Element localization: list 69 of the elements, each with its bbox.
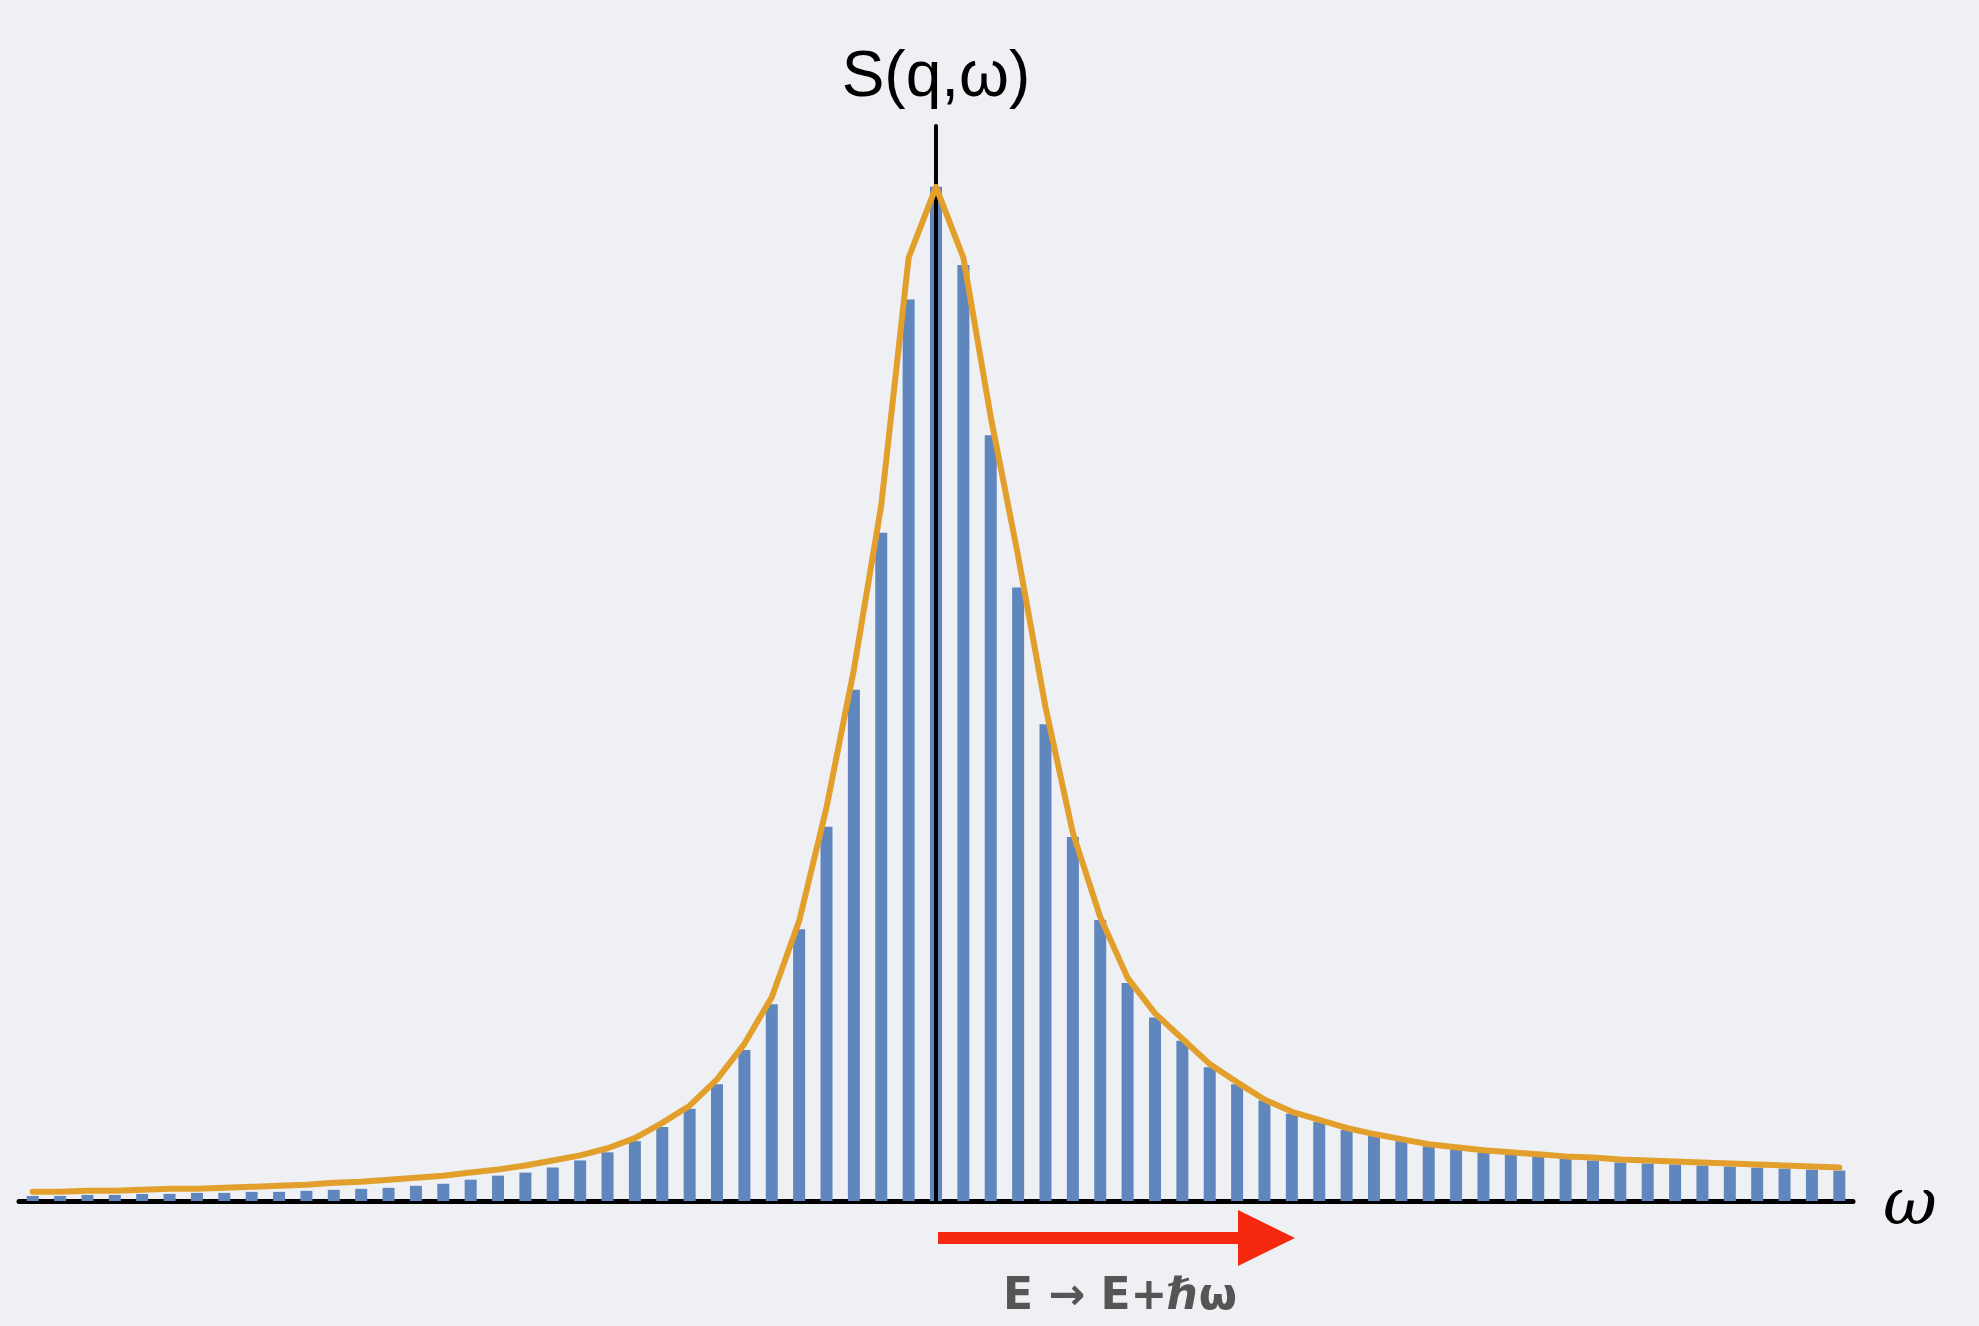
bar [628,1141,641,1201]
bar [793,929,806,1201]
bar [108,1194,121,1201]
bar [245,1191,258,1201]
bar [1340,1130,1353,1201]
bar [902,299,915,1201]
bar [437,1183,450,1201]
bar [190,1192,203,1201]
bar [601,1152,614,1201]
bar [1641,1163,1654,1201]
bar [1066,836,1079,1201]
bar [327,1189,340,1201]
bar [1258,1100,1271,1201]
bar [1805,1169,1818,1201]
bar [1176,1040,1189,1201]
bar [765,1004,778,1201]
bar [656,1126,669,1201]
bar [683,1108,696,1201]
bar [464,1179,477,1201]
text: E → E+ℏω [1001,1268,1239,1319]
bar [1669,1164,1682,1201]
bar [984,435,997,1201]
bar [1586,1160,1599,1201]
bar [875,532,888,1201]
bar [54,1195,67,1201]
bar [136,1193,149,1201]
bar [1778,1168,1791,1201]
bar [1367,1136,1380,1201]
bar [711,1084,724,1201]
bar [1203,1067,1216,1201]
y-axis-title: S(q,ω) [841,38,1031,110]
bar [519,1172,532,1201]
bar [382,1187,395,1201]
bar [1696,1165,1709,1201]
bar [300,1190,313,1201]
bar [1039,724,1052,1201]
bar [163,1193,176,1201]
bar [1532,1156,1545,1201]
bar [1614,1162,1627,1201]
bar [492,1175,505,1201]
bar [1148,1017,1161,1201]
bar [546,1167,559,1201]
bar [1422,1146,1435,1201]
bar [820,826,833,1201]
bar [1121,982,1134,1201]
bar [1559,1158,1572,1201]
x-axis-title: ω [1883,1162,1937,1240]
bar [847,689,860,1201]
bar [1833,1170,1846,1201]
bar [26,1195,39,1201]
bar [1395,1141,1408,1201]
bar [1477,1152,1490,1201]
bar [1094,920,1107,1201]
bar [81,1194,94,1201]
bar [355,1188,368,1201]
bar [1504,1154,1517,1201]
bar [1450,1149,1463,1201]
bar [1313,1121,1326,1201]
bar [273,1191,286,1201]
bar [1285,1113,1298,1201]
bar [738,1049,751,1201]
bar [574,1160,587,1201]
bar [409,1185,422,1201]
bar [1231,1084,1244,1201]
bar [1723,1166,1736,1201]
bar [218,1192,231,1201]
bar [1751,1167,1764,1201]
bar [1012,587,1025,1201]
bar [957,264,970,1201]
